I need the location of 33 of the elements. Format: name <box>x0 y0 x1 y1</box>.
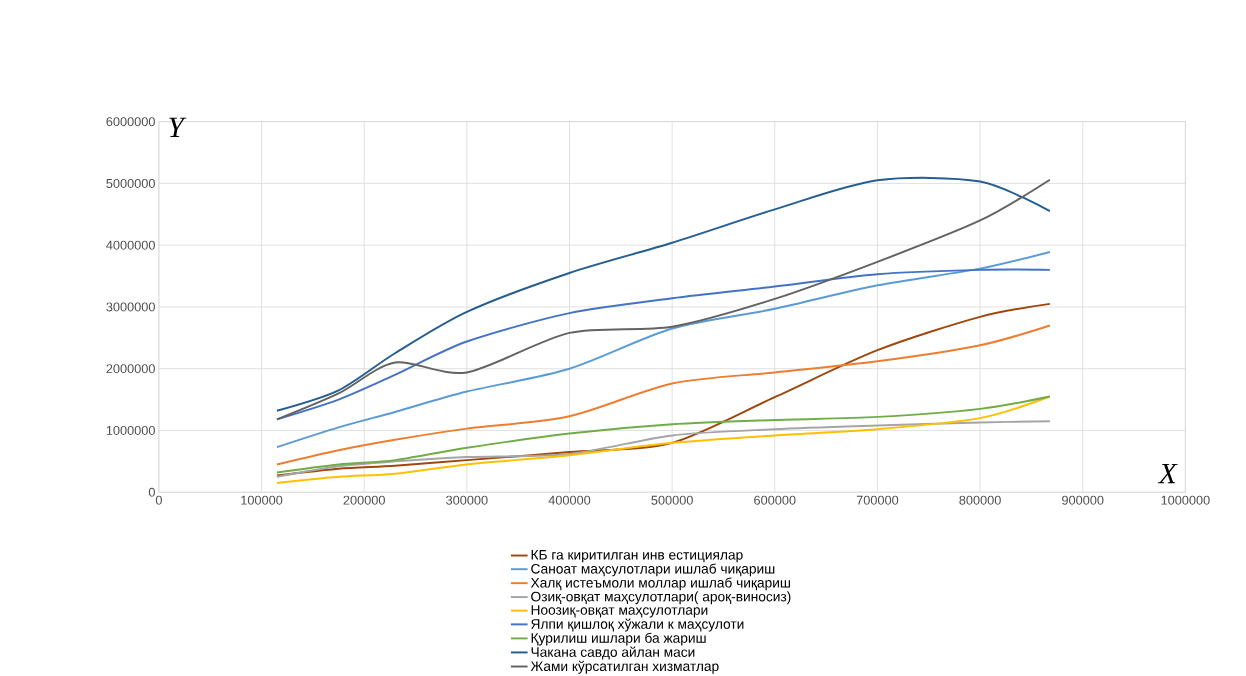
y-tick-label: 0 <box>148 487 155 497</box>
legend-label: Ноозиқ-овқат маҳсулотлари <box>531 605 708 618</box>
legend-label: Чакана савдо айлан маси <box>531 646 695 660</box>
legend-label: Халқ истеъмоли моллар ишлаб чиқариш <box>530 577 790 591</box>
x-tick-label: 900000 <box>1062 495 1104 505</box>
legend-label: Жами кўрсатилган хизматлар <box>530 660 719 674</box>
x-axis-title: X <box>1157 463 1178 484</box>
x-tick-label: 0 <box>155 495 162 505</box>
line-series <box>275 302 1051 477</box>
legend-label: КБ га киритилган инв естициялар <box>531 549 743 563</box>
line-series <box>275 420 1051 478</box>
x-tick-label: 400000 <box>548 495 591 505</box>
x-tick-label: 200000 <box>343 495 385 505</box>
y-tick-label: 1000000 <box>106 425 155 435</box>
y-tick-label: 6000000 <box>106 117 155 127</box>
line-series <box>275 250 1051 449</box>
x-tick-label: 800000 <box>959 495 1001 505</box>
x-tick-label: 1000000 <box>1161 495 1210 505</box>
x-tick-label: 100000 <box>241 495 283 505</box>
x-tick-label: 700000 <box>856 495 899 505</box>
y-axis-title: Y <box>169 117 187 137</box>
legend-label: Озиқ-овқат маҳсулотлари( ароқ-виносиз) <box>531 591 791 605</box>
legend-label: Ялпи қишлоқ хўжали к маҳсулоти <box>531 618 744 632</box>
y-tick-label: 5000000 <box>106 178 155 188</box>
x-tick-label: 300000 <box>446 495 488 505</box>
y-tick-label: 4000000 <box>106 240 155 250</box>
x-tick-label: 500000 <box>651 495 693 505</box>
x-tick-label: 600000 <box>754 495 796 505</box>
line-series <box>275 324 1051 466</box>
y-tick-label: 3000000 <box>106 302 155 312</box>
legend-label: Саноат маҳсулотлари ишлаб чиқариш <box>531 563 775 577</box>
y-tick-label: 2000000 <box>106 364 155 374</box>
legend-label: Қурилиш ишлари ба жариш <box>531 632 706 646</box>
